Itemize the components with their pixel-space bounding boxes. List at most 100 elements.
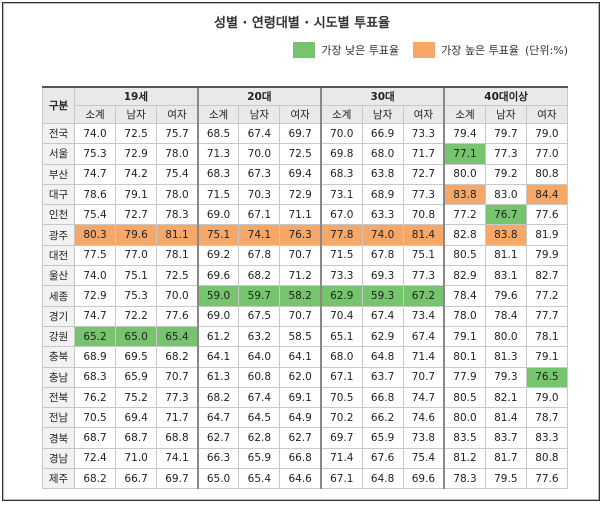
cell: 68.9 xyxy=(361,183,404,206)
row: 충북 68.9 69.5 68.2 64.1 64.0 64.1 68.0 64.8 71.4 80… xyxy=(42,346,569,368)
cell: 68.7 xyxy=(73,427,117,449)
subheader: 여자 xyxy=(279,105,322,124)
cell: 81.9 xyxy=(525,224,569,246)
cell: 74.7 xyxy=(402,386,445,409)
header-row: 구분 19세 20대 30대 40대이상 xyxy=(42,86,569,124)
cell: 65.9 xyxy=(238,447,281,470)
cell: 69.5 xyxy=(115,346,158,368)
cell: 70.7 xyxy=(279,305,322,327)
legend-label: 가장 낮은 투표율 xyxy=(321,44,400,57)
cell: 63.8 xyxy=(361,163,404,185)
row-label: 충북 xyxy=(42,346,75,368)
cell: 77.3 xyxy=(484,143,527,165)
cell: 77.6 xyxy=(525,204,569,226)
cell: 70.8 xyxy=(402,204,445,226)
row: 대전 77.5 77.0 78.1 69.2 67.8 70.7 71.5 67.8 75.1 80… xyxy=(42,244,569,267)
subheader: 여자 xyxy=(402,105,445,124)
row-label: 서울 xyxy=(42,143,75,165)
cell: 70.0 xyxy=(156,285,199,307)
cell: 77.0 xyxy=(115,244,158,267)
cell: 67.1 xyxy=(319,366,363,388)
cell: 66.8 xyxy=(361,386,404,409)
cell: 75.1 xyxy=(402,244,445,267)
cell: 77.6 xyxy=(156,305,199,327)
cell: 78.3 xyxy=(443,468,486,490)
cell: 80.5 xyxy=(443,386,486,409)
group-header: 40대이상 xyxy=(443,86,569,106)
cell: 80.8 xyxy=(525,163,569,185)
cell: 71.3 xyxy=(196,143,240,165)
cell: 62.8 xyxy=(238,427,281,449)
cell: 75.4 xyxy=(73,204,117,226)
subheader: 소계 xyxy=(196,105,240,124)
cell: 67.1 xyxy=(319,468,363,490)
cell: 81.1 xyxy=(156,224,199,246)
cell: 78.1 xyxy=(156,244,199,267)
cell: 78.0 xyxy=(156,143,199,165)
cell: 70.7 xyxy=(156,366,199,388)
cell: 69.0 xyxy=(196,204,240,226)
row-label: 제주 xyxy=(42,468,75,490)
cell: 78.7 xyxy=(525,407,569,429)
cell: 83.1 xyxy=(484,265,527,287)
cell: 77.5 xyxy=(73,244,117,267)
cell: 76.7 xyxy=(484,204,527,226)
cell: 64.5 xyxy=(238,407,281,429)
cell: 72.9 xyxy=(115,143,158,165)
subheader: 소계 xyxy=(443,105,486,124)
corner: 구분 xyxy=(42,86,75,124)
cell: 67.6 xyxy=(361,447,404,470)
cell: 64.1 xyxy=(196,346,240,368)
group-header: 30대 xyxy=(319,86,445,106)
cell: 80.1 xyxy=(443,346,486,368)
cell: 69.4 xyxy=(279,163,322,185)
cell: 81.3 xyxy=(484,346,527,368)
cell: 70.7 xyxy=(402,366,445,388)
cell: 58.5 xyxy=(279,325,322,348)
cell: 67.8 xyxy=(361,244,404,267)
cell: 64.0 xyxy=(238,346,281,368)
row: 경남 72.4 71.0 74.1 66.3 65.9 66.8 71.4 67.6 75.4 81… xyxy=(42,447,569,470)
cell: 79.6 xyxy=(484,285,527,307)
cell: 69.2 xyxy=(196,244,240,267)
cell: 83.0 xyxy=(484,183,527,206)
cell: 63.7 xyxy=(361,366,404,388)
cell: 72.9 xyxy=(73,285,117,307)
cell: 79.0 xyxy=(525,122,569,145)
cell: 69.6 xyxy=(196,265,240,287)
cell: 68.0 xyxy=(319,346,363,368)
cell: 71.1 xyxy=(279,204,322,226)
cell: 68.2 xyxy=(238,265,281,287)
cell: 82.8 xyxy=(443,224,486,246)
cell: 78.3 xyxy=(156,204,199,226)
cell: 74.7 xyxy=(73,163,117,185)
cell: 69.7 xyxy=(156,468,199,490)
cell: 70.2 xyxy=(319,407,363,429)
cell: 80.0 xyxy=(443,163,486,185)
cell: 70.0 xyxy=(238,143,281,165)
row-label: 경남 xyxy=(42,447,75,470)
cell: 68.3 xyxy=(196,163,240,185)
cell: 77.7 xyxy=(525,305,569,327)
row-label: 대전 xyxy=(42,244,75,267)
cell: 80.0 xyxy=(443,407,486,429)
cell: 67.4 xyxy=(238,386,281,409)
cell: 69.0 xyxy=(196,305,240,327)
cell: 79.4 xyxy=(443,122,486,145)
cell: 76.5 xyxy=(525,366,569,388)
cell: 63.3 xyxy=(361,204,404,226)
row: 경북 68.7 68.7 68.8 62.7 62.8 62.7 69.7 65.9 73.8 83… xyxy=(42,427,569,449)
cell: 72.7 xyxy=(402,163,445,185)
cell: 61.2 xyxy=(196,325,240,348)
cell: 77.8 xyxy=(319,224,363,246)
cell: 66.8 xyxy=(279,447,322,470)
row-label: 경북 xyxy=(42,427,75,449)
cell: 68.2 xyxy=(156,346,199,368)
cell: 68.3 xyxy=(73,366,117,388)
cell: 64.6 xyxy=(279,468,322,490)
cell: 64.9 xyxy=(279,407,322,429)
cell: 79.3 xyxy=(484,366,527,388)
frame xyxy=(2,2,600,501)
cell: 69.7 xyxy=(279,122,322,145)
row-label: 대구 xyxy=(42,183,75,206)
